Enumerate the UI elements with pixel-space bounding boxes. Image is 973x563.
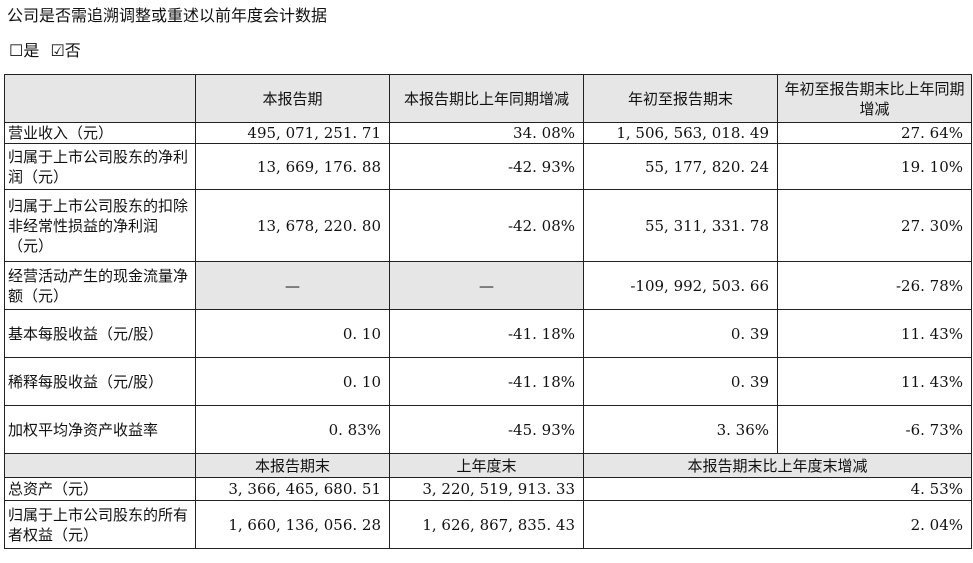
financial-data-table: 本报告期 本报告期比上年同期增减 年初至报告期末 年初至报告期末比上年同期增减 … — [4, 74, 972, 549]
subheader-prior-year-end: 上年度末 — [389, 453, 584, 478]
row-label: 归属于上市公司股东的所有者权益（元） — [4, 500, 196, 549]
row-label: 营业收入（元） — [4, 122, 196, 144]
table-row: 加权平均净资产收益率 0. 83% -45. 93% 3. 36% -6. 73… — [4, 405, 972, 454]
cell-current-yoy: -41. 18% — [389, 357, 584, 406]
cell-prior-year-end: 1, 626, 867, 835. 43 — [389, 500, 584, 549]
cell-ytd: -109, 992, 503. 66 — [583, 261, 778, 310]
row-label: 归属于上市公司股东的扣除非经常性损益的净利润（元） — [4, 189, 196, 262]
row-label: 经营活动产生的现金流量净额（元） — [4, 261, 196, 310]
table-row: 营业收入（元） 495, 071, 251. 71 34. 08% 1, 506… — [4, 122, 972, 144]
row-label: 基本每股收益（元/股） — [4, 309, 196, 358]
cell-current-yoy: 34. 08% — [389, 122, 584, 144]
option-no: ☑否 — [50, 41, 81, 60]
section-heading: 公司是否需追溯调整或重述以前年度会计数据 — [7, 6, 328, 25]
row-label: 稀释每股收益（元/股） — [4, 357, 196, 406]
subheader-change: 本报告期末比上年度末增减 — [583, 453, 972, 478]
table-row: 归属于上市公司股东的净利润（元） 13, 669, 176. 88 -42. 9… — [4, 143, 972, 190]
cell-ytd-yoy: -6. 73% — [777, 405, 972, 454]
row-label: 归属于上市公司股东的净利润（元） — [4, 143, 196, 190]
row-label: 加权平均净资产收益率 — [4, 405, 196, 454]
table-header-row: 本报告期 本报告期比上年同期增减 年初至报告期末 年初至报告期末比上年同期增减 — [4, 74, 972, 123]
header-current-period-yoy: 本报告期比上年同期增减 — [389, 74, 584, 123]
cell-ytd: 0. 39 — [583, 309, 778, 358]
cell-ytd: 1, 506, 563, 018. 49 — [583, 122, 778, 144]
subheader-corner — [4, 453, 196, 478]
cell-ytd-yoy: 19. 10% — [777, 143, 972, 190]
table-row: 稀释每股收益（元/股） 0. 10 -41. 18% 0. 39 11. 43% — [4, 357, 972, 406]
table-row: 归属于上市公司股东的所有者权益（元） 1, 660, 136, 056. 28 … — [4, 500, 972, 549]
subheader-period-end: 本报告期末 — [195, 453, 390, 478]
restatement-choice: ☐是 ☑否 — [9, 40, 87, 62]
cell-ytd-yoy: -26. 78% — [777, 261, 972, 310]
header-ytd-yoy: 年初至报告期末比上年同期增减 — [777, 74, 972, 123]
cell-current-yoy: -41. 18% — [389, 309, 584, 358]
cell-ytd-yoy: 11. 43% — [777, 309, 972, 358]
cell-ytd: 55, 311, 331. 78 — [583, 189, 778, 262]
header-ytd: 年初至报告期末 — [583, 74, 778, 123]
cell-ytd-yoy: 27. 30% — [777, 189, 972, 262]
header-current-period: 本报告期 — [195, 74, 390, 123]
cell-ytd: 3. 36% — [583, 405, 778, 454]
cell-ytd-yoy: 11. 43% — [777, 357, 972, 406]
table-row: 归属于上市公司股东的扣除非经常性损益的净利润（元） 13, 678, 220. … — [4, 189, 972, 262]
cell-ytd-yoy: 27. 64% — [777, 122, 972, 144]
header-corner — [4, 74, 196, 123]
cell-change: 4. 53% — [583, 477, 972, 501]
cell-ytd: 55, 177, 820. 24 — [583, 143, 778, 190]
cell-current-yoy: -42. 93% — [389, 143, 584, 190]
cell-ytd: 0. 39 — [583, 357, 778, 406]
cell-current: 0. 10 — [195, 357, 390, 406]
row-label: 总资产（元） — [4, 477, 196, 501]
cell-current: 495, 071, 251. 71 — [195, 122, 390, 144]
cell-prior-year-end: 3, 220, 519, 913. 33 — [389, 477, 584, 501]
option-yes: ☐是 — [9, 41, 40, 60]
table-subheader-row: 本报告期末 上年度末 本报告期末比上年度末增减 — [4, 453, 972, 478]
table-row: 经营活动产生的现金流量净额（元） — — -109, 992, 503. 66 … — [4, 261, 972, 310]
cell-current: 13, 678, 220. 80 — [195, 189, 390, 262]
cell-period-end: 1, 660, 136, 056. 28 — [195, 500, 390, 549]
cell-current-yoy: -42. 08% — [389, 189, 584, 262]
table-row: 总资产（元） 3, 366, 465, 680. 51 3, 220, 519,… — [4, 477, 972, 501]
cell-current: 13, 669, 176. 88 — [195, 143, 390, 190]
cell-current: 0. 83% — [195, 405, 390, 454]
cell-current-yoy: — — [389, 261, 584, 310]
cell-current-yoy: -45. 93% — [389, 405, 584, 454]
cell-change: 2. 04% — [583, 500, 972, 549]
table-row: 基本每股收益（元/股） 0. 10 -41. 18% 0. 39 11. 43% — [4, 309, 972, 358]
cell-period-end: 3, 366, 465, 680. 51 — [195, 477, 390, 501]
cell-current: — — [195, 261, 390, 310]
cell-current: 0. 10 — [195, 309, 390, 358]
